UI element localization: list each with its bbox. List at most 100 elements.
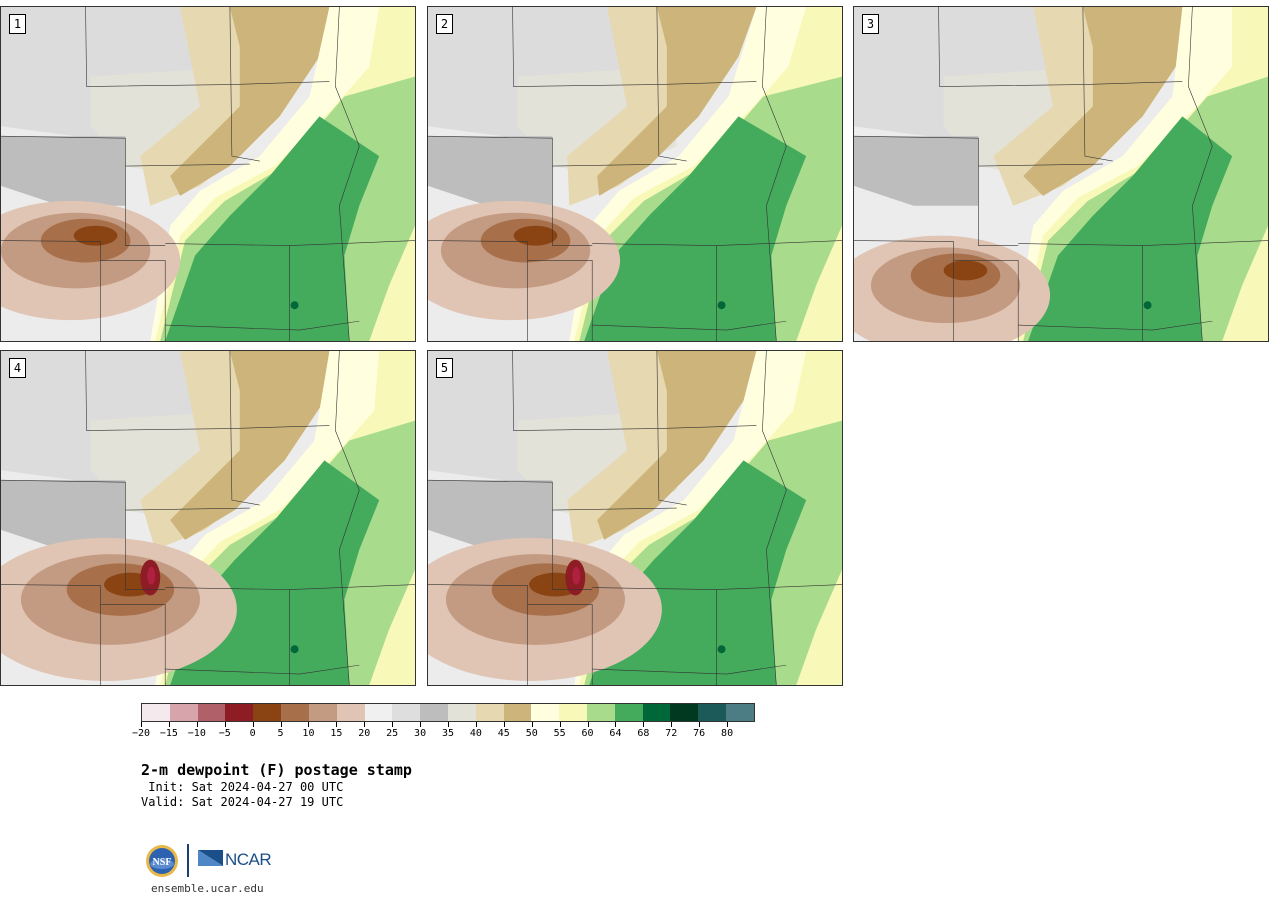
panel-number-label: 3 bbox=[862, 14, 879, 34]
colorbar-tick bbox=[475, 722, 477, 727]
state-boundary bbox=[1142, 240, 1268, 246]
colorbar-swatch bbox=[308, 704, 337, 721]
state-boundary bbox=[428, 135, 593, 246]
colorbar-tick bbox=[168, 722, 170, 727]
dewpoint-map-1 bbox=[1, 7, 415, 341]
panel-number-label: 1 bbox=[9, 14, 26, 34]
state-boundary bbox=[592, 320, 787, 331]
state-boundary bbox=[854, 240, 954, 341]
colorbar-tick bbox=[643, 722, 645, 727]
state-boundary bbox=[1, 584, 101, 685]
ncar-logo-text: NCAR bbox=[225, 850, 272, 869]
colorbar-swatch bbox=[225, 704, 254, 721]
state-boundary bbox=[1, 135, 166, 246]
state-boundary bbox=[527, 604, 593, 685]
dewpoint-band bbox=[584, 116, 807, 341]
dewpoint-map-2 bbox=[428, 7, 842, 341]
colorbar-tick bbox=[392, 722, 394, 727]
dewpoint-band bbox=[597, 7, 757, 196]
colorbar-legend bbox=[141, 703, 755, 722]
state-boundary bbox=[512, 351, 657, 431]
dewpoint-band bbox=[1092, 245, 1153, 341]
state-boundary bbox=[85, 7, 230, 87]
colorbar-tick-label: −5 bbox=[218, 728, 231, 739]
dewpoint-band bbox=[290, 645, 299, 654]
state-boundary bbox=[1188, 7, 1213, 341]
colorbar-swatch bbox=[169, 704, 198, 721]
dewpoint-band bbox=[239, 589, 300, 685]
dewpoint-band bbox=[666, 245, 727, 341]
state-boundary bbox=[335, 351, 360, 685]
colorbar-tick bbox=[448, 722, 449, 727]
colorbar-swatch bbox=[336, 704, 365, 721]
dry-region bbox=[854, 136, 979, 206]
ncar-logo-icon bbox=[198, 850, 223, 866]
state-boundary bbox=[1, 479, 166, 590]
dewpoint-band bbox=[717, 645, 726, 654]
map-panel-2: 2 bbox=[427, 6, 843, 342]
dewpoint-band bbox=[717, 301, 726, 310]
colorbar-swatch bbox=[531, 704, 560, 721]
colorbar-tick-label: 5 bbox=[277, 728, 284, 739]
colorbar-tick bbox=[336, 722, 338, 727]
dewpoint-band bbox=[572, 566, 581, 585]
colorbar-tick bbox=[141, 722, 142, 727]
state-boundary bbox=[229, 425, 330, 429]
state-boundary bbox=[229, 351, 260, 506]
dry-region bbox=[1, 136, 126, 206]
dewpoint-band bbox=[1028, 116, 1233, 341]
map-panel-5: 5 bbox=[427, 350, 843, 686]
colorbar-tick bbox=[587, 722, 589, 727]
state-boundary bbox=[656, 351, 687, 506]
nsf-logo-icon: NSF bbox=[146, 845, 178, 877]
state-boundary bbox=[762, 7, 787, 341]
state-boundary bbox=[1082, 81, 1183, 85]
colorbar-tick bbox=[615, 722, 617, 727]
dry-region bbox=[428, 136, 553, 206]
state-boundary bbox=[165, 664, 360, 675]
colorbar-tick bbox=[531, 722, 533, 727]
colorbar-tick-label: 35 bbox=[441, 728, 455, 739]
state-boundary bbox=[512, 7, 657, 87]
colorbar-swatch bbox=[642, 704, 671, 721]
colorbar-tick-label: 64 bbox=[609, 728, 622, 739]
init-time: Init: Sat 2024-04-27 00 UTC bbox=[141, 780, 344, 794]
state-boundary bbox=[428, 479, 593, 590]
state-boundary bbox=[978, 163, 1103, 167]
dewpoint-band bbox=[290, 301, 299, 310]
state-boundary bbox=[552, 163, 677, 167]
chart-title: 2-m dewpoint (F) postage stamp bbox=[141, 761, 412, 779]
colorbar-swatch bbox=[253, 704, 282, 721]
state-boundary bbox=[100, 260, 166, 341]
state-boundary bbox=[85, 351, 230, 431]
colorbar-tick-label: 80 bbox=[721, 728, 734, 739]
dry-region bbox=[1, 480, 126, 550]
state-boundary bbox=[428, 584, 528, 685]
state-boundary bbox=[125, 507, 250, 511]
state-boundary bbox=[716, 240, 842, 246]
panel-number-label: 4 bbox=[9, 358, 26, 378]
logo-group: NSF NCAR bbox=[145, 842, 275, 880]
map-panel-4: 4 bbox=[0, 350, 416, 686]
colorbar-swatch bbox=[420, 704, 448, 721]
colorbar-swatch bbox=[364, 704, 393, 721]
dewpoint-band bbox=[170, 351, 330, 540]
dewpoint-map-3 bbox=[854, 7, 1268, 341]
colorbar-tick-label: 45 bbox=[497, 728, 510, 739]
colorbar-tick bbox=[503, 722, 505, 727]
dewpoint-band bbox=[1023, 7, 1183, 196]
state-boundary bbox=[289, 584, 415, 590]
state-boundary bbox=[229, 7, 260, 162]
state-boundary bbox=[656, 425, 757, 429]
colorbar-tick-label: 30 bbox=[414, 728, 427, 739]
valid-time: Valid: Sat 2024-04-27 19 UTC bbox=[141, 795, 344, 809]
colorbar-tick bbox=[196, 722, 198, 727]
colorbar-swatch bbox=[670, 704, 699, 721]
dewpoint-band bbox=[666, 589, 727, 685]
state-boundary bbox=[854, 135, 1019, 246]
dewpoint-band bbox=[239, 245, 300, 341]
colorbar-swatch bbox=[614, 704, 643, 721]
colorbar-tick-label: −20 bbox=[131, 728, 151, 739]
colorbar-swatch bbox=[698, 704, 727, 721]
dry-region bbox=[428, 480, 553, 550]
